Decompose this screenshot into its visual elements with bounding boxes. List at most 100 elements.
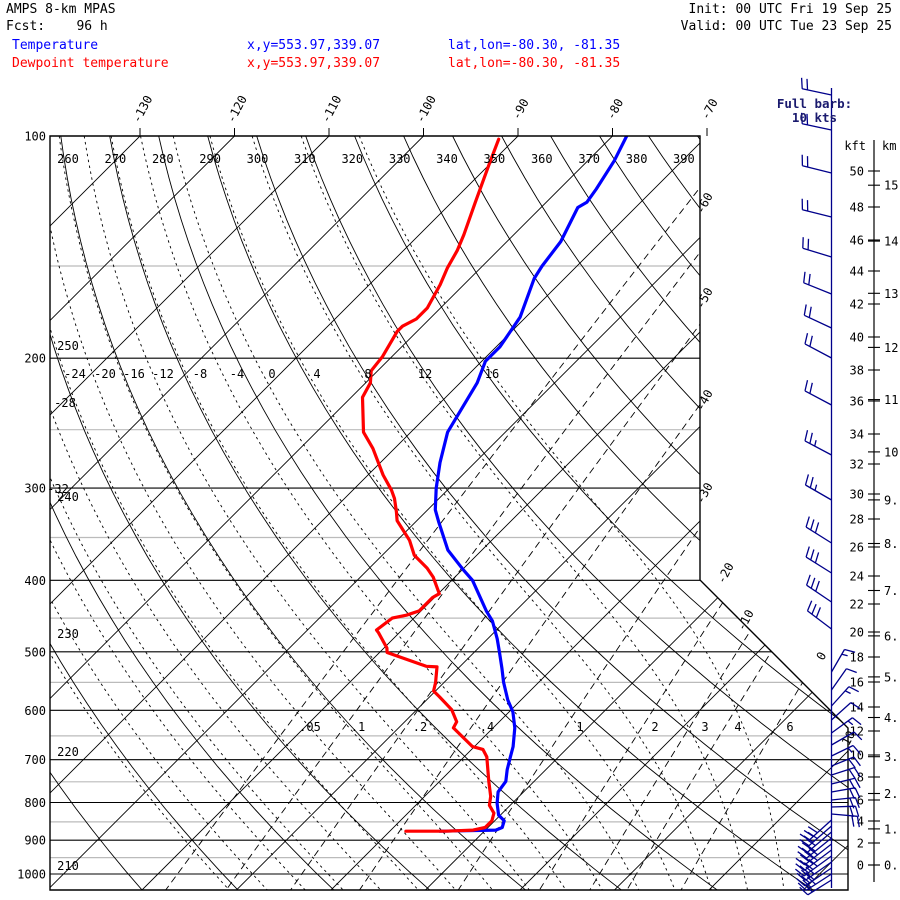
- mixing-ratio-label: 6: [786, 720, 793, 734]
- moist-adiabat-line: [50, 136, 346, 890]
- kft-tick-label: 8: [857, 771, 864, 785]
- moist-adiabat-label: 8: [364, 367, 371, 381]
- wind-barb: [797, 831, 832, 854]
- dry-adiabat-line: [0, 136, 48, 893]
- wind-barb: [806, 600, 832, 630]
- wind-barb: [805, 546, 832, 574]
- pressure-tick-label: 600: [24, 704, 46, 718]
- wind-barb: [801, 154, 832, 174]
- dry-adiabat-line: [305, 136, 848, 890]
- wind-barb: [831, 813, 860, 828]
- isotherm-top-label: -120: [224, 93, 250, 125]
- kft-tick-label: 34: [850, 428, 864, 442]
- wind-barb: [831, 756, 861, 769]
- isotherm-line: [236, 136, 848, 890]
- dry-adiabat-line: [158, 136, 722, 890]
- chart-grid: [0, 136, 848, 893]
- kft-tick-label: 16: [850, 676, 864, 690]
- mixing-ratio-line: [456, 136, 848, 890]
- dry-adiabat-line: [697, 136, 848, 890]
- wind-barb: [795, 849, 832, 872]
- wind-barb: [803, 271, 832, 295]
- wind-barb: [803, 304, 832, 329]
- wind-barb: [831, 731, 863, 746]
- moist-adiabat-line: [209, 136, 677, 890]
- theta-top-label: 310: [294, 152, 316, 166]
- isotherm-line: [330, 136, 848, 890]
- moist-adiabat-line: [300, 136, 749, 890]
- isotherm-top-label: -110: [319, 93, 345, 125]
- wind-barb: [831, 766, 861, 779]
- mixing-ratio-line: [537, 136, 848, 890]
- mixing-ratio-line: [163, 136, 741, 890]
- temperature-curve: [433, 136, 629, 833]
- mixing-ratio-label: .2: [413, 720, 427, 734]
- wind-barb: [805, 574, 832, 603]
- pressure-tick-label: 300: [24, 482, 46, 496]
- moist-adiabat-label: 12: [418, 367, 432, 381]
- isotherm-top-labels: -130 -120 -110 -100 -90 -80 -70: [130, 93, 721, 136]
- km-tick-label: 8.: [884, 537, 898, 551]
- mixing-ratio-line: [679, 136, 848, 890]
- moist-adiabat-label: -12: [152, 367, 174, 381]
- km-tick-label: 6.: [884, 629, 898, 643]
- km-axis-title: km: [882, 139, 896, 153]
- moist-adiabat-label: -4: [230, 367, 244, 381]
- kft-tick-label: 36: [850, 395, 864, 409]
- theta-top-label: 260: [57, 152, 79, 166]
- km-tick-label: 13.: [884, 287, 900, 301]
- mixing-ratio-line: [288, 136, 842, 890]
- kft-tick-label: 50: [850, 165, 864, 179]
- legend-dewpoint-latlon: lat,lon=-80.30, -81.35: [448, 56, 621, 71]
- dry-adiabat-line: [599, 136, 848, 890]
- pressure-tick-label: 400: [24, 574, 46, 588]
- kft-tick-label: 22: [850, 598, 864, 612]
- isotherm-line: [50, 136, 519, 890]
- theta-top-label: 290: [199, 152, 221, 166]
- moist-adiabat-line: [50, 136, 232, 890]
- mixing-ratio-label: 3: [701, 720, 708, 734]
- theta-top-label: 320: [341, 152, 363, 166]
- kft-tick-label: 40: [850, 331, 864, 345]
- legend-temperature-xy: x,y=553.97,339.07: [247, 38, 381, 53]
- pressure-tick-label: 700: [24, 753, 46, 767]
- isotherm-right-label: -20: [714, 560, 737, 586]
- wind-barb: [830, 648, 856, 673]
- isotherm-right-label: -30: [693, 480, 716, 506]
- moist-adiabat-label: 16: [485, 367, 499, 381]
- height-scale: kft km50484644424038363432302826242220181…: [844, 139, 900, 882]
- theta-left-label: 240: [57, 490, 79, 504]
- moist-adiabat-line: [83, 136, 532, 890]
- dry-adiabat-line: [256, 136, 848, 890]
- kft-tick-label: 2: [857, 837, 864, 851]
- mixing-ratio-label: 1: [576, 720, 583, 734]
- moist-adiabat-line: [172, 136, 641, 890]
- theta-left-label: 210: [57, 859, 79, 873]
- wind-barb: [802, 237, 832, 258]
- wind-barb: [800, 77, 832, 96]
- wind-barb: [831, 805, 860, 818]
- kft-tick-label: 0: [857, 859, 864, 873]
- isotherm-line: [614, 136, 848, 890]
- wind-barb-legend-line1: Full barb:: [776, 96, 853, 111]
- forecast-hour: Fcst: 96 h: [6, 19, 108, 34]
- moist-adiabat-line: [140, 136, 605, 890]
- isotherm-line: [519, 136, 848, 890]
- wind-barb: [801, 198, 832, 218]
- theta-top-label: 360: [531, 152, 553, 166]
- moist-adiabat-label: -28: [54, 396, 76, 410]
- wind-barb: [796, 861, 832, 881]
- isotherm-top-label: -100: [413, 93, 439, 125]
- km-tick-label: 9.: [884, 493, 898, 507]
- pressure-tick-label: 900: [24, 834, 46, 848]
- kft-tick-label: 46: [850, 234, 864, 248]
- kft-tick-label: 26: [850, 541, 864, 555]
- moist-adiabat-label: -24: [64, 367, 86, 381]
- isotherm-top-label: -70: [698, 96, 721, 122]
- valid-time: Valid: 00 UTC Tue 23 Sep 25: [680, 19, 892, 34]
- theta-left-label: 220: [57, 745, 79, 759]
- wind-barb: [794, 855, 832, 877]
- isotherm-right-label: -40: [693, 387, 716, 413]
- theta-top-label: 370: [578, 152, 600, 166]
